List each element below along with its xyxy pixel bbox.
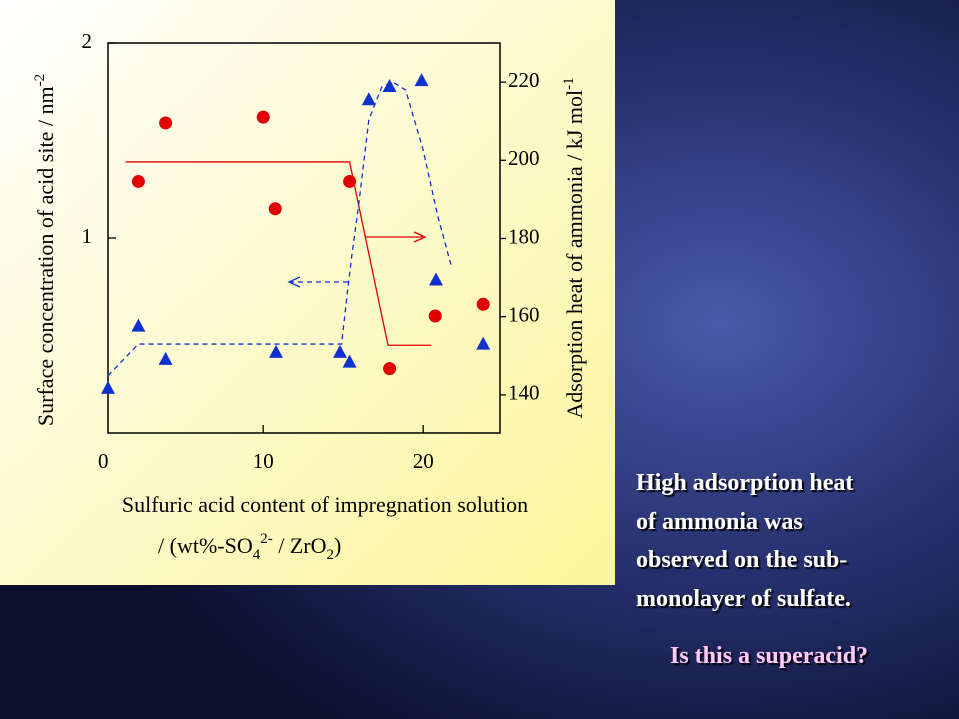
circle-point xyxy=(256,110,270,124)
x-axis-label-2: / (wt%-SO42- / ZrO2) xyxy=(158,531,341,563)
y2-tick-label: 160 xyxy=(508,302,540,326)
y2-tick-label: 180 xyxy=(508,224,540,248)
triangle-point xyxy=(382,79,397,93)
y2-label-text: Adsorption heat of ammonia / kJ mol xyxy=(562,90,587,419)
fit-line xyxy=(107,81,453,377)
note-line: monolayer of sulfate. xyxy=(636,586,851,612)
chart-panel xyxy=(0,0,615,585)
x-label-text: / (wt%-SO xyxy=(158,533,253,558)
x-tick-label: 10 xyxy=(253,449,274,473)
circle-point xyxy=(476,297,490,311)
y-label-text: Surface concentration of acid site / nm xyxy=(33,86,58,426)
y-tick-label: 2 xyxy=(82,29,93,53)
fit-line xyxy=(125,161,432,346)
triangle-point xyxy=(333,344,347,358)
circle-point xyxy=(383,362,397,376)
triangle-point xyxy=(158,351,173,365)
x-label-sup: 2- xyxy=(260,531,273,547)
y-tick-label: 1 xyxy=(82,224,93,248)
y2-axis-label: Adsorption heat of ammonia / kJ mol-1 xyxy=(561,77,587,418)
note-line: High adsorption heat xyxy=(636,470,853,496)
note-question: Is this a superacid? xyxy=(670,643,868,669)
triangle-point xyxy=(131,318,146,332)
x-axis-label: Sulfuric acid content of impregnation so… xyxy=(122,492,528,517)
arrows xyxy=(287,231,427,288)
x-label-sub: 2 xyxy=(326,547,334,563)
triangle-point xyxy=(361,92,376,106)
x-tick-label: 0 xyxy=(98,449,109,473)
slide-notes: High adsorption heat of ammonia was obse… xyxy=(636,470,868,669)
note-line: observed on the sub- xyxy=(636,547,847,573)
circle-point xyxy=(131,174,145,188)
x-tick-label: 20 xyxy=(413,449,434,473)
circle-point xyxy=(343,174,357,188)
y-label-sup: -2 xyxy=(32,74,48,87)
triangle-point xyxy=(414,73,429,87)
triangle-point xyxy=(342,354,357,368)
x-label-sub: 4 xyxy=(253,547,261,563)
y2-tick-label: 220 xyxy=(508,68,540,92)
circle-point xyxy=(159,116,173,130)
y-axis-label: Surface concentration of acid site / nm-… xyxy=(32,74,58,426)
circle-point xyxy=(428,309,442,323)
x-label-text: ) xyxy=(334,533,341,558)
x-label-text: Sulfuric acid content of impregnation so… xyxy=(122,492,528,517)
note-line: of ammonia was xyxy=(636,509,803,535)
triangle-point xyxy=(429,272,443,286)
triangle-point xyxy=(101,380,115,394)
circle-point xyxy=(268,202,282,216)
y2-tick-label: 140 xyxy=(508,381,540,405)
y2-label-sup: -1 xyxy=(561,77,577,90)
triangle-point xyxy=(476,336,491,350)
triangle-point xyxy=(269,344,283,358)
x-label-text: / ZrO xyxy=(273,533,327,558)
y2-tick-label: 200 xyxy=(508,146,540,170)
